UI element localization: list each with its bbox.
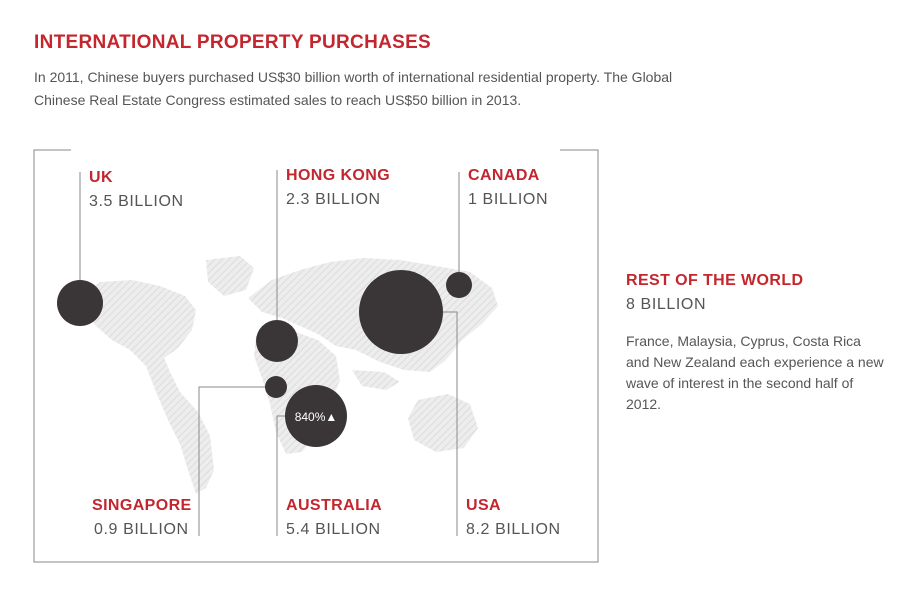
bubble-australia — [285, 385, 347, 447]
label-singapore: SINGAPORE — [92, 497, 192, 514]
chart-frame — [33, 149, 599, 563]
value-australia: 5.4 BILLION — [286, 521, 381, 538]
value-canada: 1 BILLION — [468, 191, 549, 208]
value-hong-kong: 2.3 BILLION — [286, 191, 381, 208]
label-hong-kong: HONG KONG — [286, 167, 391, 184]
label-rest-of-world: REST OF THE WORLD — [626, 272, 804, 289]
page-title: INTERNATIONAL PROPERTY PURCHASES — [34, 32, 432, 53]
value-usa: 8.2 BILLION — [466, 521, 561, 538]
bubble-hong-kong — [256, 320, 298, 362]
page-subtitle: In 2011, Chinese buyers purchased US$30 … — [34, 69, 673, 108]
rest-of-world-note: France, Malaysia, Cyprus, Costa Rica and… — [626, 333, 884, 412]
value-singapore: 0.9 BILLION — [94, 521, 189, 538]
bubbles — [57, 270, 472, 447]
label-usa: USA — [466, 497, 501, 514]
bubble-canada — [446, 272, 472, 298]
leader-lines — [79, 170, 460, 536]
label-canada: CANADA — [468, 167, 540, 184]
leader-line-australia — [276, 415, 285, 536]
value-uk: 3.5 BILLION — [89, 193, 184, 210]
leader-line-singapore — [198, 386, 268, 536]
label-australia: AUSTRALIA — [286, 497, 383, 514]
bubble-usa — [359, 270, 443, 354]
bubble-uk — [57, 280, 103, 326]
value-rest-of-world: 8 BILLION — [626, 296, 707, 313]
label-uk: UK — [89, 169, 113, 186]
australia-growth-badge: 840%▲ — [295, 410, 338, 424]
bubble-singapore — [265, 376, 287, 398]
